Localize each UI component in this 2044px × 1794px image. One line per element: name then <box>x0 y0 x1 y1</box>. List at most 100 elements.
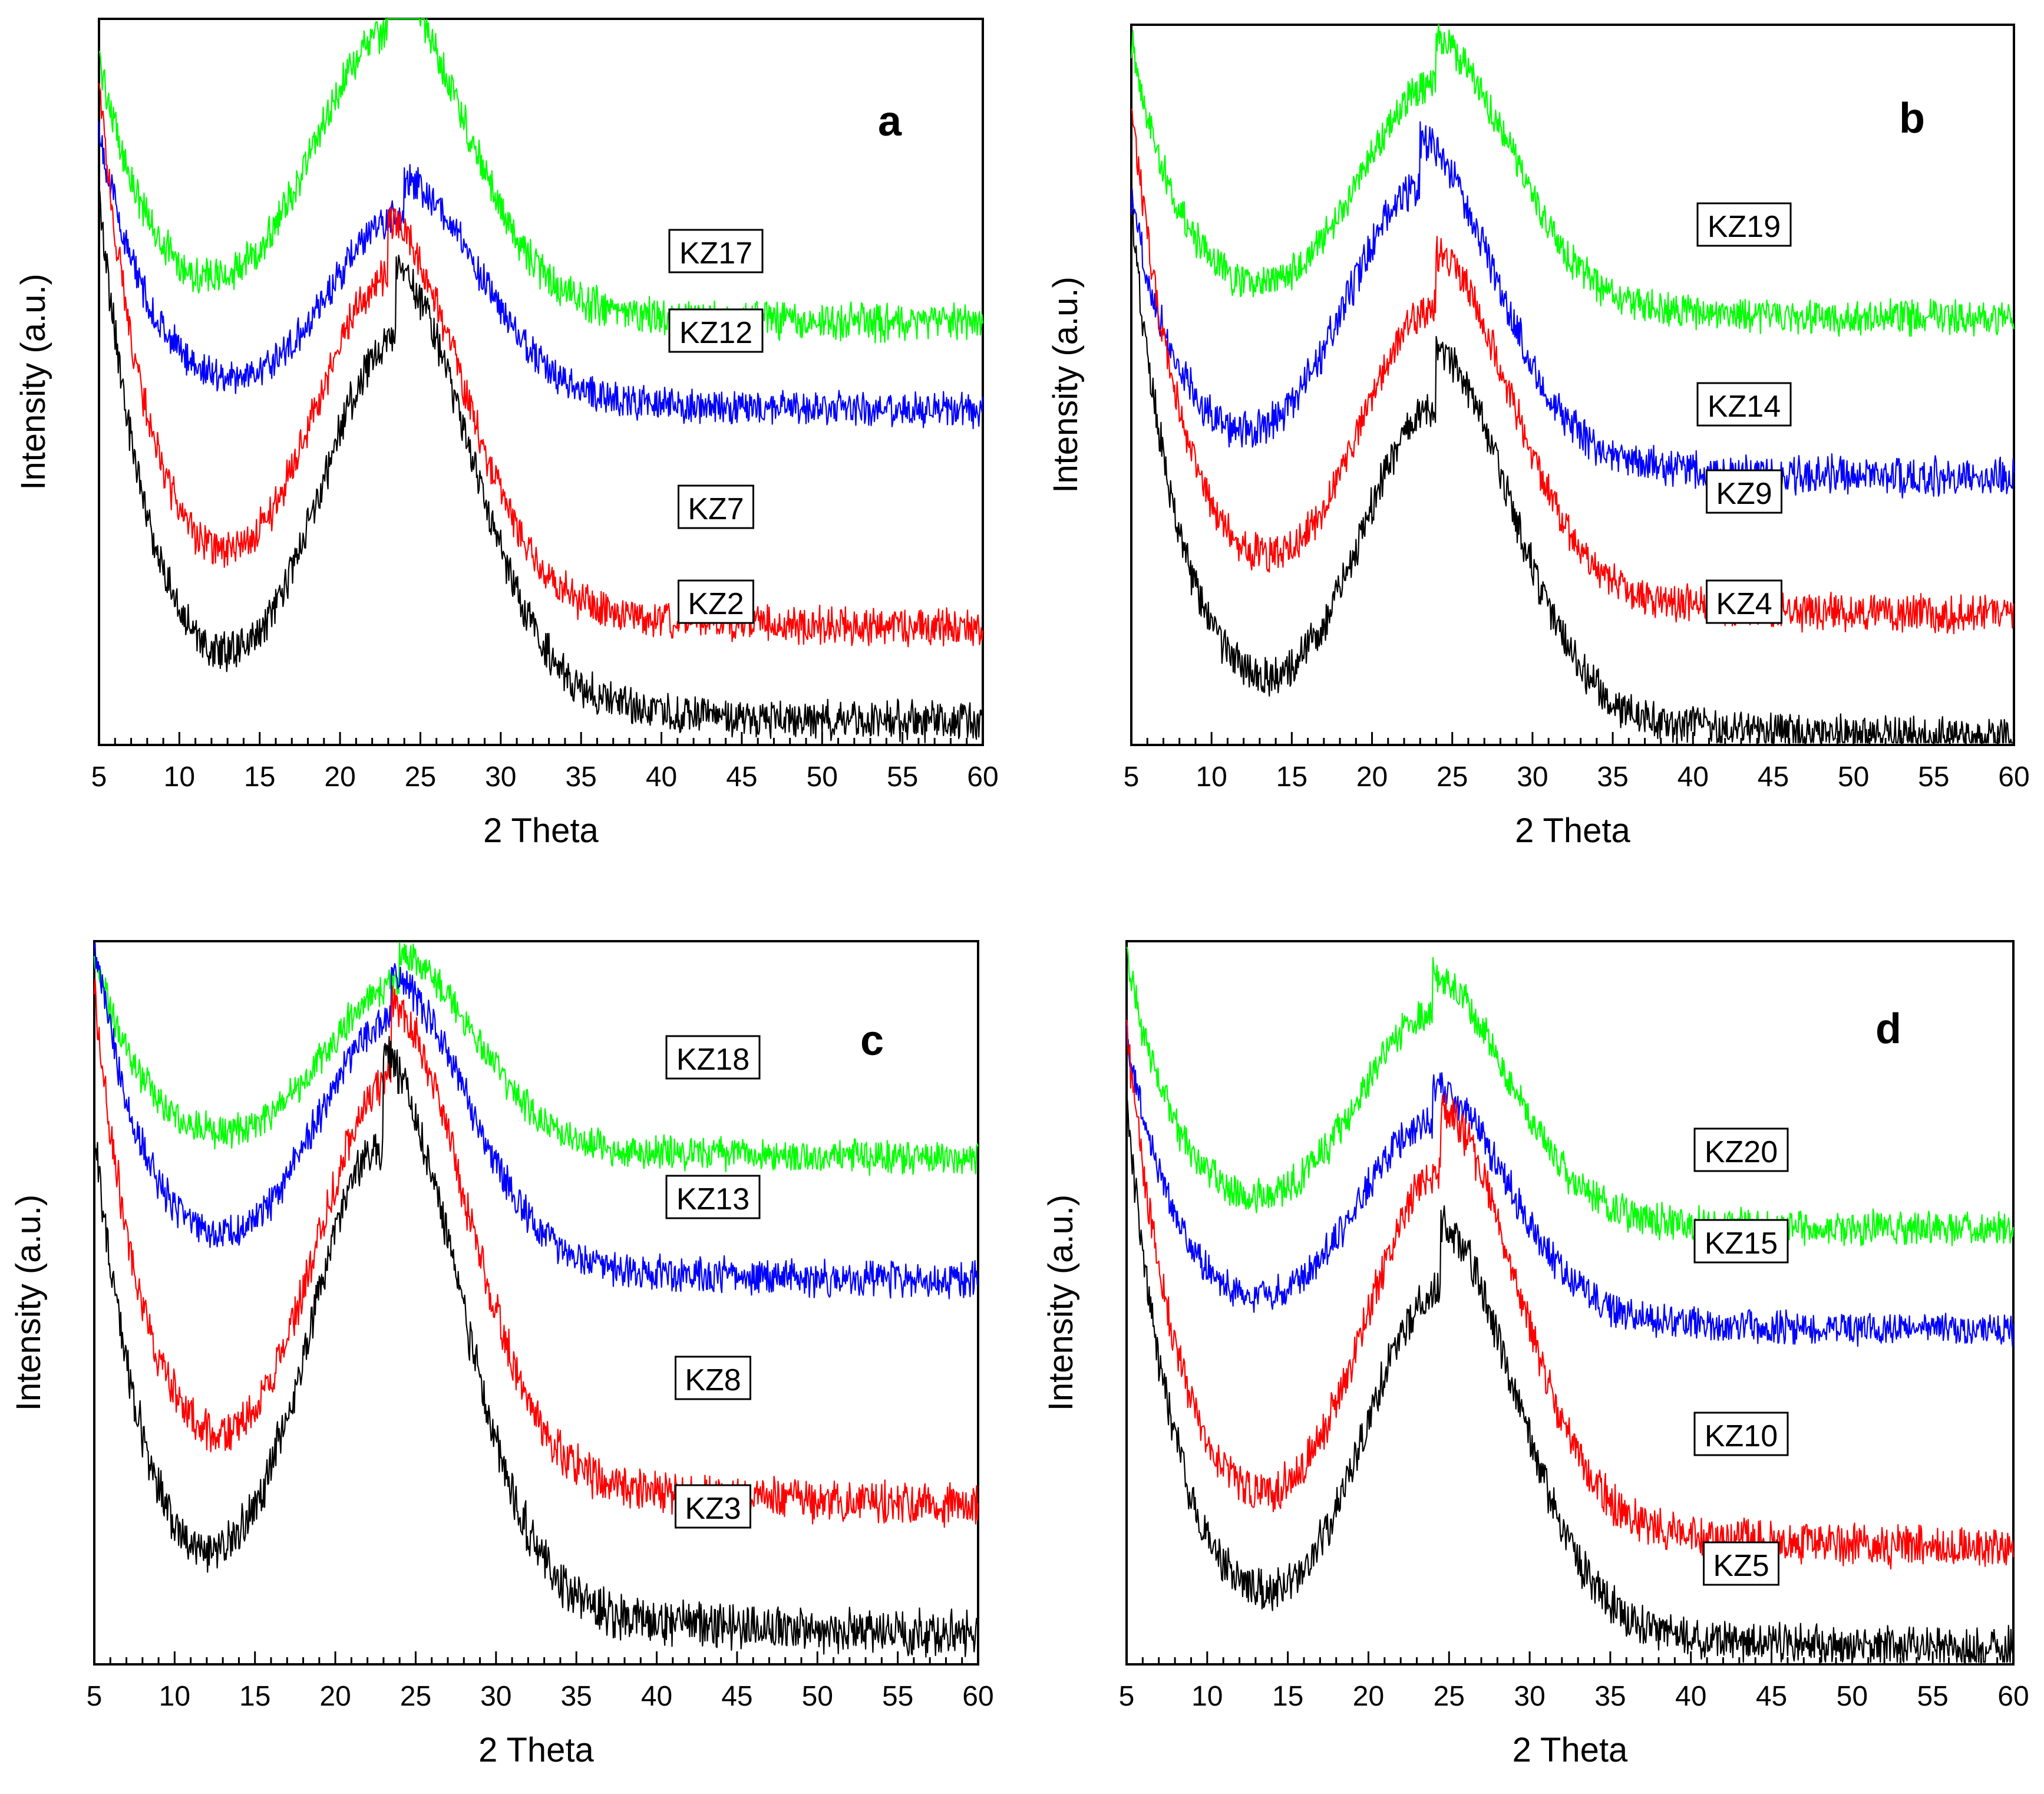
series-line-kz19 <box>1130 24 2015 337</box>
x-tick-label: 25 <box>405 761 436 793</box>
x-tick-label: 10 <box>164 761 195 793</box>
x-tick-label: 20 <box>1353 1681 1384 1712</box>
series-line-kz14 <box>1130 121 2015 499</box>
x-axis-title: 2 Theta <box>478 1731 594 1769</box>
y-axis-title: Intensity (a.u.) <box>1046 276 1085 493</box>
x-tick-label: 15 <box>1272 1681 1303 1712</box>
x-tick-label: 5 <box>1119 1681 1135 1712</box>
x-tick-label: 30 <box>485 761 516 793</box>
series-line-kz13 <box>93 942 979 1300</box>
series-label-kz18: KZ18 <box>676 1043 749 1077</box>
x-axis-title: 2 Theta <box>1515 812 1630 850</box>
plot-frame <box>98 18 984 746</box>
x-tick-label: 20 <box>319 1681 351 1712</box>
series-label-box <box>1706 579 1782 624</box>
series-label-box <box>668 308 764 353</box>
x-tick-label: 60 <box>962 1681 993 1712</box>
x-tick-label: 30 <box>1517 761 1548 793</box>
series-label-kz3: KZ3 <box>685 1492 741 1526</box>
x-tick-label: 5 <box>91 761 107 793</box>
series-label-box <box>665 1175 761 1219</box>
x-tick-label: 55 <box>887 761 918 793</box>
chart-panel-c: 5 10 15 20 25 30 35 40 45 50 55 60 2 Theta Intensity … <box>9 940 994 1769</box>
series-label-box <box>1696 382 1792 427</box>
series-line-kz4 <box>1130 210 2014 744</box>
series-label-box <box>668 229 764 273</box>
series-label-kz19: KZ19 <box>1708 210 1781 244</box>
x-tick-label: 10 <box>1196 761 1227 793</box>
x-tick-label: 50 <box>1838 761 1869 793</box>
series-line-kz17 <box>98 18 984 344</box>
series-label-box <box>678 484 754 529</box>
x-tick-label: 55 <box>882 1681 913 1712</box>
series-label-kz2: KZ2 <box>688 587 744 621</box>
series-label-kz8: KZ8 <box>685 1363 741 1397</box>
x-tick-label: 15 <box>1276 761 1307 793</box>
x-tick-label: 20 <box>324 761 355 793</box>
series-label-kz7: KZ7 <box>688 492 744 526</box>
series-line-kz12 <box>98 121 984 430</box>
series-label-kz14: KZ14 <box>1708 390 1781 424</box>
series-label-box <box>665 1035 761 1080</box>
plot-frame <box>1125 940 2015 1666</box>
plot-frame <box>93 940 979 1666</box>
series-line-kz2 <box>98 187 984 744</box>
panel-letter: c <box>860 1017 884 1064</box>
x-tick-label: 50 <box>1837 1681 1868 1712</box>
x-tick-label: 60 <box>967 761 998 793</box>
chart-panel-d: 5 10 15 20 25 30 35 40 45 50 55 60 2 Theta Intensity … <box>1042 940 2029 1769</box>
x-tick-label: 60 <box>1998 761 2029 793</box>
chart-panel-a: 5 10 15 20 25 30 35 40 45 50 55 60 2 Theta Intensity … <box>14 18 999 850</box>
x-tick-label: 40 <box>1675 1681 1706 1712</box>
x-tick-label: 45 <box>1756 1681 1787 1712</box>
x-tick-label: 35 <box>560 1681 592 1712</box>
x-tick-label: 10 <box>159 1681 190 1712</box>
series-label-box <box>678 579 754 624</box>
series-line-kz5 <box>1125 1094 2015 1663</box>
series-line-kz7 <box>98 83 984 648</box>
series-label-kz9: KZ9 <box>1716 477 1772 511</box>
series-label-box <box>675 1484 751 1529</box>
x-tick-label: 40 <box>646 761 677 793</box>
series-label-box <box>1703 1541 1779 1586</box>
x-tick-label: 30 <box>1514 1681 1545 1712</box>
series-label-kz12: KZ12 <box>679 316 752 350</box>
series-label-box <box>675 1356 751 1400</box>
series-line-kz3 <box>93 1035 979 1658</box>
chart-panel-b: 5 10 15 20 25 30 35 40 45 50 55 60 2 Theta Intensity … <box>1046 24 2030 850</box>
series-label-kz4: KZ4 <box>1716 587 1772 621</box>
x-tick-label: 55 <box>1917 1681 1948 1712</box>
x-tick-label: 25 <box>400 1681 431 1712</box>
plot-frame <box>1130 24 2015 746</box>
series-line-kz15 <box>1125 1023 2015 1347</box>
series-line-kz18 <box>93 942 979 1176</box>
x-tick-label: 50 <box>807 761 838 793</box>
x-axis-title: 2 Theta <box>1513 1731 1628 1769</box>
x-tick-label: 5 <box>1124 761 1140 793</box>
x-tick-label: 40 <box>641 1681 672 1712</box>
x-tick-label: 10 <box>1191 1681 1223 1712</box>
series-label-kz13: KZ13 <box>676 1182 749 1216</box>
x-tick-label: 20 <box>1356 761 1388 793</box>
x-tick-label: 35 <box>1594 1681 1626 1712</box>
x-tick-label: 60 <box>1997 1681 2029 1712</box>
x-tick-label: 55 <box>1918 761 1949 793</box>
x-tick-label: 45 <box>1758 761 1789 793</box>
x-axis-title: 2 Theta <box>483 812 599 850</box>
x-tick-label: 35 <box>565 761 596 793</box>
x-tick-label: 25 <box>1434 1681 1465 1712</box>
x-tick-label: 15 <box>239 1681 270 1712</box>
series-label-box <box>1693 1127 1789 1172</box>
x-tick-label: 15 <box>244 761 275 793</box>
series-label-kz5: KZ5 <box>1713 1549 1769 1583</box>
x-tick-label: 25 <box>1437 761 1468 793</box>
series-label-kz15: KZ15 <box>1705 1226 1778 1261</box>
x-tick-label: 30 <box>480 1681 511 1712</box>
series-label-kz10: KZ10 <box>1705 1419 1778 1453</box>
panel-letter: a <box>878 98 902 145</box>
series-line-kz9 <box>1131 108 2015 635</box>
panel-letter: d <box>1875 1005 1901 1053</box>
series-label-box <box>1696 202 1792 247</box>
series-line-kz10 <box>1125 1020 2015 1570</box>
